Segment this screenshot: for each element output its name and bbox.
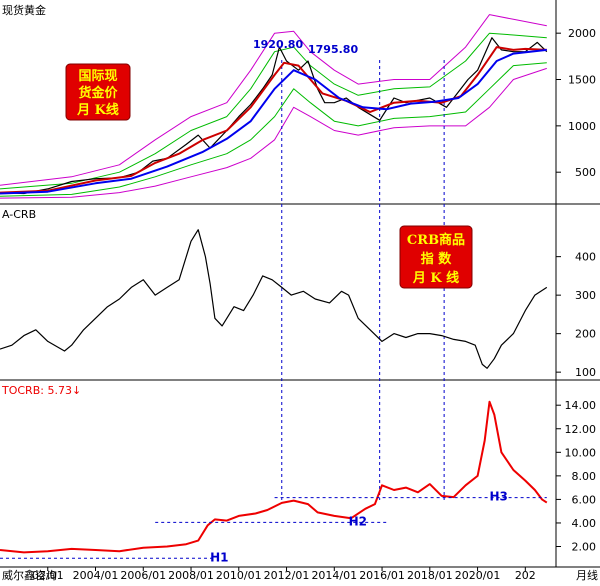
vertical-markers-layer [281, 60, 445, 500]
gold-banner: 国际现 货金价 月 K线 [65, 63, 131, 121]
peak-annotation-1795: 1795.80 [308, 43, 358, 56]
x-tick-label: 2004/01 [73, 569, 119, 582]
x-tick-layer: 02/01 2004/01 2006/01 2008/01 2010/01 2012/01… [32, 567, 536, 582]
x-tick-label: 202 [515, 569, 536, 582]
gold-bands-layer [0, 14, 547, 199]
footer-period: 月线 [576, 568, 598, 582]
gold-band-inner-lower-line [0, 62, 547, 197]
x-tick-label: 2006/01 [120, 569, 166, 582]
x-tick-label: 2012/01 [264, 569, 310, 582]
gold-banner-line-1: 国际现 [78, 69, 117, 84]
ratio-panel-title: TOCRB: 5.73↓ [1, 384, 81, 397]
y-tick-layer: 500 1000 1500 2000 100 200 300 400 2.00 4.00 6.00 8… [556, 27, 597, 554]
gold-banner-line-3: 月 K线 [76, 102, 119, 118]
gold-banner-line-2: 货金价 [78, 85, 118, 101]
crb-panel-title: A-CRB [2, 208, 36, 221]
gold-y-tick-label: 1000 [568, 120, 596, 133]
gold-y-tick-label: 2000 [568, 27, 596, 40]
crb-banner-line-3: 月 K 线 [412, 270, 459, 286]
ratio-y-tick-label: 10.00 [565, 446, 597, 459]
reference-label-h1: H1 [210, 550, 228, 564]
crb-banner-line-2: 指 数 [421, 251, 453, 267]
ratio-gold-crb-ratio-line [0, 400, 548, 554]
x-tick-label: 02/01 [32, 569, 64, 582]
x-tick-label: 2014/01 [311, 569, 357, 582]
crb-crb-line [0, 229, 548, 369]
ratio-y-tick-label: 2.00 [572, 541, 597, 554]
crb-y-tick-label: 300 [575, 289, 596, 302]
gold-band-outer-lower-line [0, 67, 547, 199]
ratio-y-tick-label: 12.00 [565, 423, 597, 436]
crb-banner-box [399, 225, 473, 289]
gold-banner-box [65, 63, 131, 121]
ratio-y-tick-label: 6.00 [572, 493, 597, 506]
reference-label-h3: H3 [489, 490, 507, 504]
series-lines-layer [0, 37, 548, 554]
crb-banner-line-1: CRB商品 [407, 232, 465, 248]
gold-y-tick-label: 1500 [568, 74, 596, 87]
gold-price-line [0, 37, 548, 195]
gold-y-tick-label: 500 [575, 166, 596, 179]
ratio-y-tick-label: 4.00 [572, 517, 597, 530]
gold-ma-fast-line [0, 46, 547, 194]
peak-annotation-1920: 1920.80 [253, 38, 303, 51]
gold-band-outer-upper-line [0, 14, 547, 186]
crb-banner: CRB商品 指 数 月 K 线 [399, 225, 473, 289]
ratio-y-tick-label: 14.00 [565, 399, 597, 412]
gold-panel-title: 现货黄金 [2, 3, 46, 17]
reference-label-h2: H2 [349, 514, 367, 528]
gold-ma-slow-line [0, 48, 547, 195]
crb-y-tick-label: 200 [575, 328, 596, 341]
x-tick-label: 2008/01 [168, 569, 214, 582]
x-tick-label: 2020/01 [455, 569, 501, 582]
x-tick-label: 2016/01 [359, 569, 405, 582]
x-tick-label: 2018/01 [407, 569, 453, 582]
x-tick-label: 2010/01 [216, 569, 262, 582]
crb-y-tick-label: 100 [575, 366, 596, 379]
ratio-y-tick-label: 8.00 [572, 470, 597, 483]
gold-band-inner-upper-line [0, 32, 547, 190]
reference-lines-layer: H1 H2 H3 [0, 490, 547, 564]
crb-y-tick-label: 400 [575, 251, 596, 264]
footer-source: 威尔鑫咨询 [2, 568, 57, 582]
